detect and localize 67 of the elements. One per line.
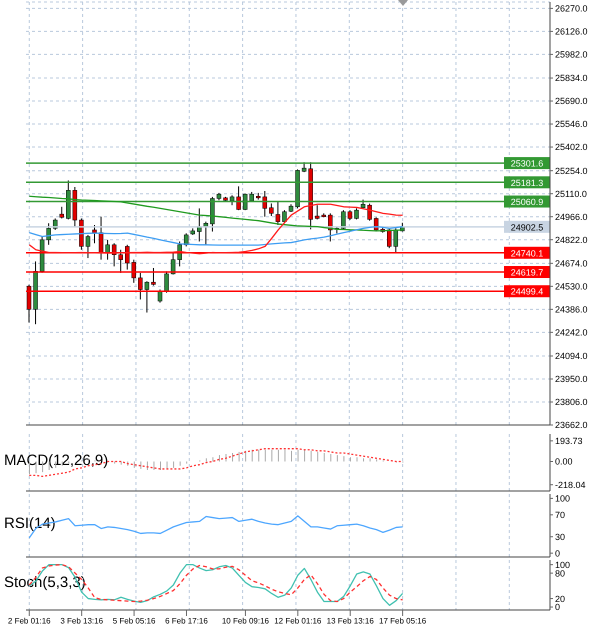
y-tick-label: -218.04 xyxy=(555,480,586,490)
y-tick-label: 193.73 xyxy=(555,436,583,446)
x-tick-label: 12 Feb 01:16 xyxy=(274,616,322,626)
y-tick-label: 26270.0 xyxy=(555,4,588,14)
y-tick-label: 70 xyxy=(555,510,566,520)
candlestick xyxy=(394,228,398,253)
candlestick xyxy=(276,201,280,226)
candlestick xyxy=(132,259,136,284)
ref-line-label: 24499.4 xyxy=(510,286,544,297)
candlestick xyxy=(158,289,162,304)
y-tick-label: 25110.0 xyxy=(555,188,587,199)
y-tick-label: 24822.0 xyxy=(555,234,588,245)
y-tick-label: 25982.0 xyxy=(555,50,588,60)
x-tick-label: 17 Feb 05:16 xyxy=(379,616,427,626)
text: RSI(14) xyxy=(4,514,56,532)
ref-line-label: 25060.9 xyxy=(510,197,544,208)
x-tick-label: 5 Feb 05:16 xyxy=(112,616,156,626)
ref-line-label: 24902.5 xyxy=(510,222,544,232)
x-tick-label: 6 Feb 17:16 xyxy=(165,616,208,626)
candlestick xyxy=(92,224,97,244)
y-tick-label: 25546.0 xyxy=(555,119,588,130)
ref-line-label: 25181.3 xyxy=(510,178,544,188)
y-tick-label: 0 xyxy=(555,602,560,612)
y-tick-label: 25690.0 xyxy=(555,96,588,106)
candlestick xyxy=(282,210,287,224)
y-tick-label: 25402.0 xyxy=(555,142,588,152)
y-tick-label: 100 xyxy=(555,560,570,570)
x-tick-label: 3 Feb 13:16 xyxy=(60,616,104,626)
y-tick-label: 24386.0 xyxy=(555,304,588,315)
candlestick xyxy=(125,244,130,270)
candlestick xyxy=(302,162,306,173)
y-tick-label: 0 xyxy=(555,548,560,558)
y-tick-label: 24966.0 xyxy=(555,212,588,222)
candlestick xyxy=(98,216,104,260)
x-tick-label: 13 Feb 13:16 xyxy=(326,616,374,626)
y-tick-label: 25834.0 xyxy=(555,73,588,84)
y-tick-label: 24674.0 xyxy=(555,258,588,269)
candlestick xyxy=(269,202,274,217)
y-tick-label: 100 xyxy=(555,494,570,504)
y-tick-label: 25254.0 xyxy=(555,166,588,176)
ref-line-label: 25301.6 xyxy=(510,158,544,169)
text: MACD(12,26,9) xyxy=(4,452,108,468)
candlestick xyxy=(387,228,392,249)
candlestick xyxy=(144,280,150,314)
y-tick-label: 20 xyxy=(555,594,566,604)
y-tick-label: 24530.0 xyxy=(555,282,588,292)
ref-line-label: 24619.7 xyxy=(510,268,544,278)
candlestick xyxy=(138,272,143,300)
ref-line-label: 24740.1 xyxy=(510,248,544,258)
y-tick-label: 23662.0 xyxy=(555,420,588,430)
y-tick-label: 30 xyxy=(555,532,566,542)
candlestick xyxy=(86,234,90,259)
candlestick xyxy=(341,210,346,230)
x-tick-label: 2 Feb 01:16 xyxy=(8,616,52,626)
y-tick-label: 24242.0 xyxy=(555,328,588,338)
y-tick-label: 23950.0 xyxy=(555,374,588,384)
y-tick-label: 24094.0 xyxy=(555,351,588,362)
candlestick xyxy=(118,249,123,274)
candlestick xyxy=(60,206,64,219)
candlestick xyxy=(164,270,169,294)
candlestick xyxy=(314,204,320,220)
y-tick-label: 26126.0 xyxy=(555,26,588,37)
y-tick-label: 23806.0 xyxy=(555,397,588,408)
x-tick-label: 10 Feb 09:16 xyxy=(222,616,270,626)
y-tick-label: 80 xyxy=(555,568,566,578)
candlestick xyxy=(151,267,156,286)
y-tick-label: 0.00 xyxy=(555,456,573,467)
